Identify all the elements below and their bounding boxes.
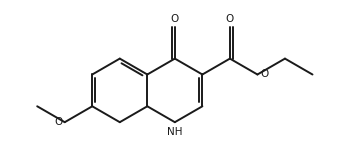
Text: O: O [171, 14, 179, 24]
Text: O: O [260, 69, 268, 80]
Text: O: O [54, 117, 62, 127]
Text: NH: NH [167, 127, 183, 137]
Text: O: O [226, 14, 234, 24]
